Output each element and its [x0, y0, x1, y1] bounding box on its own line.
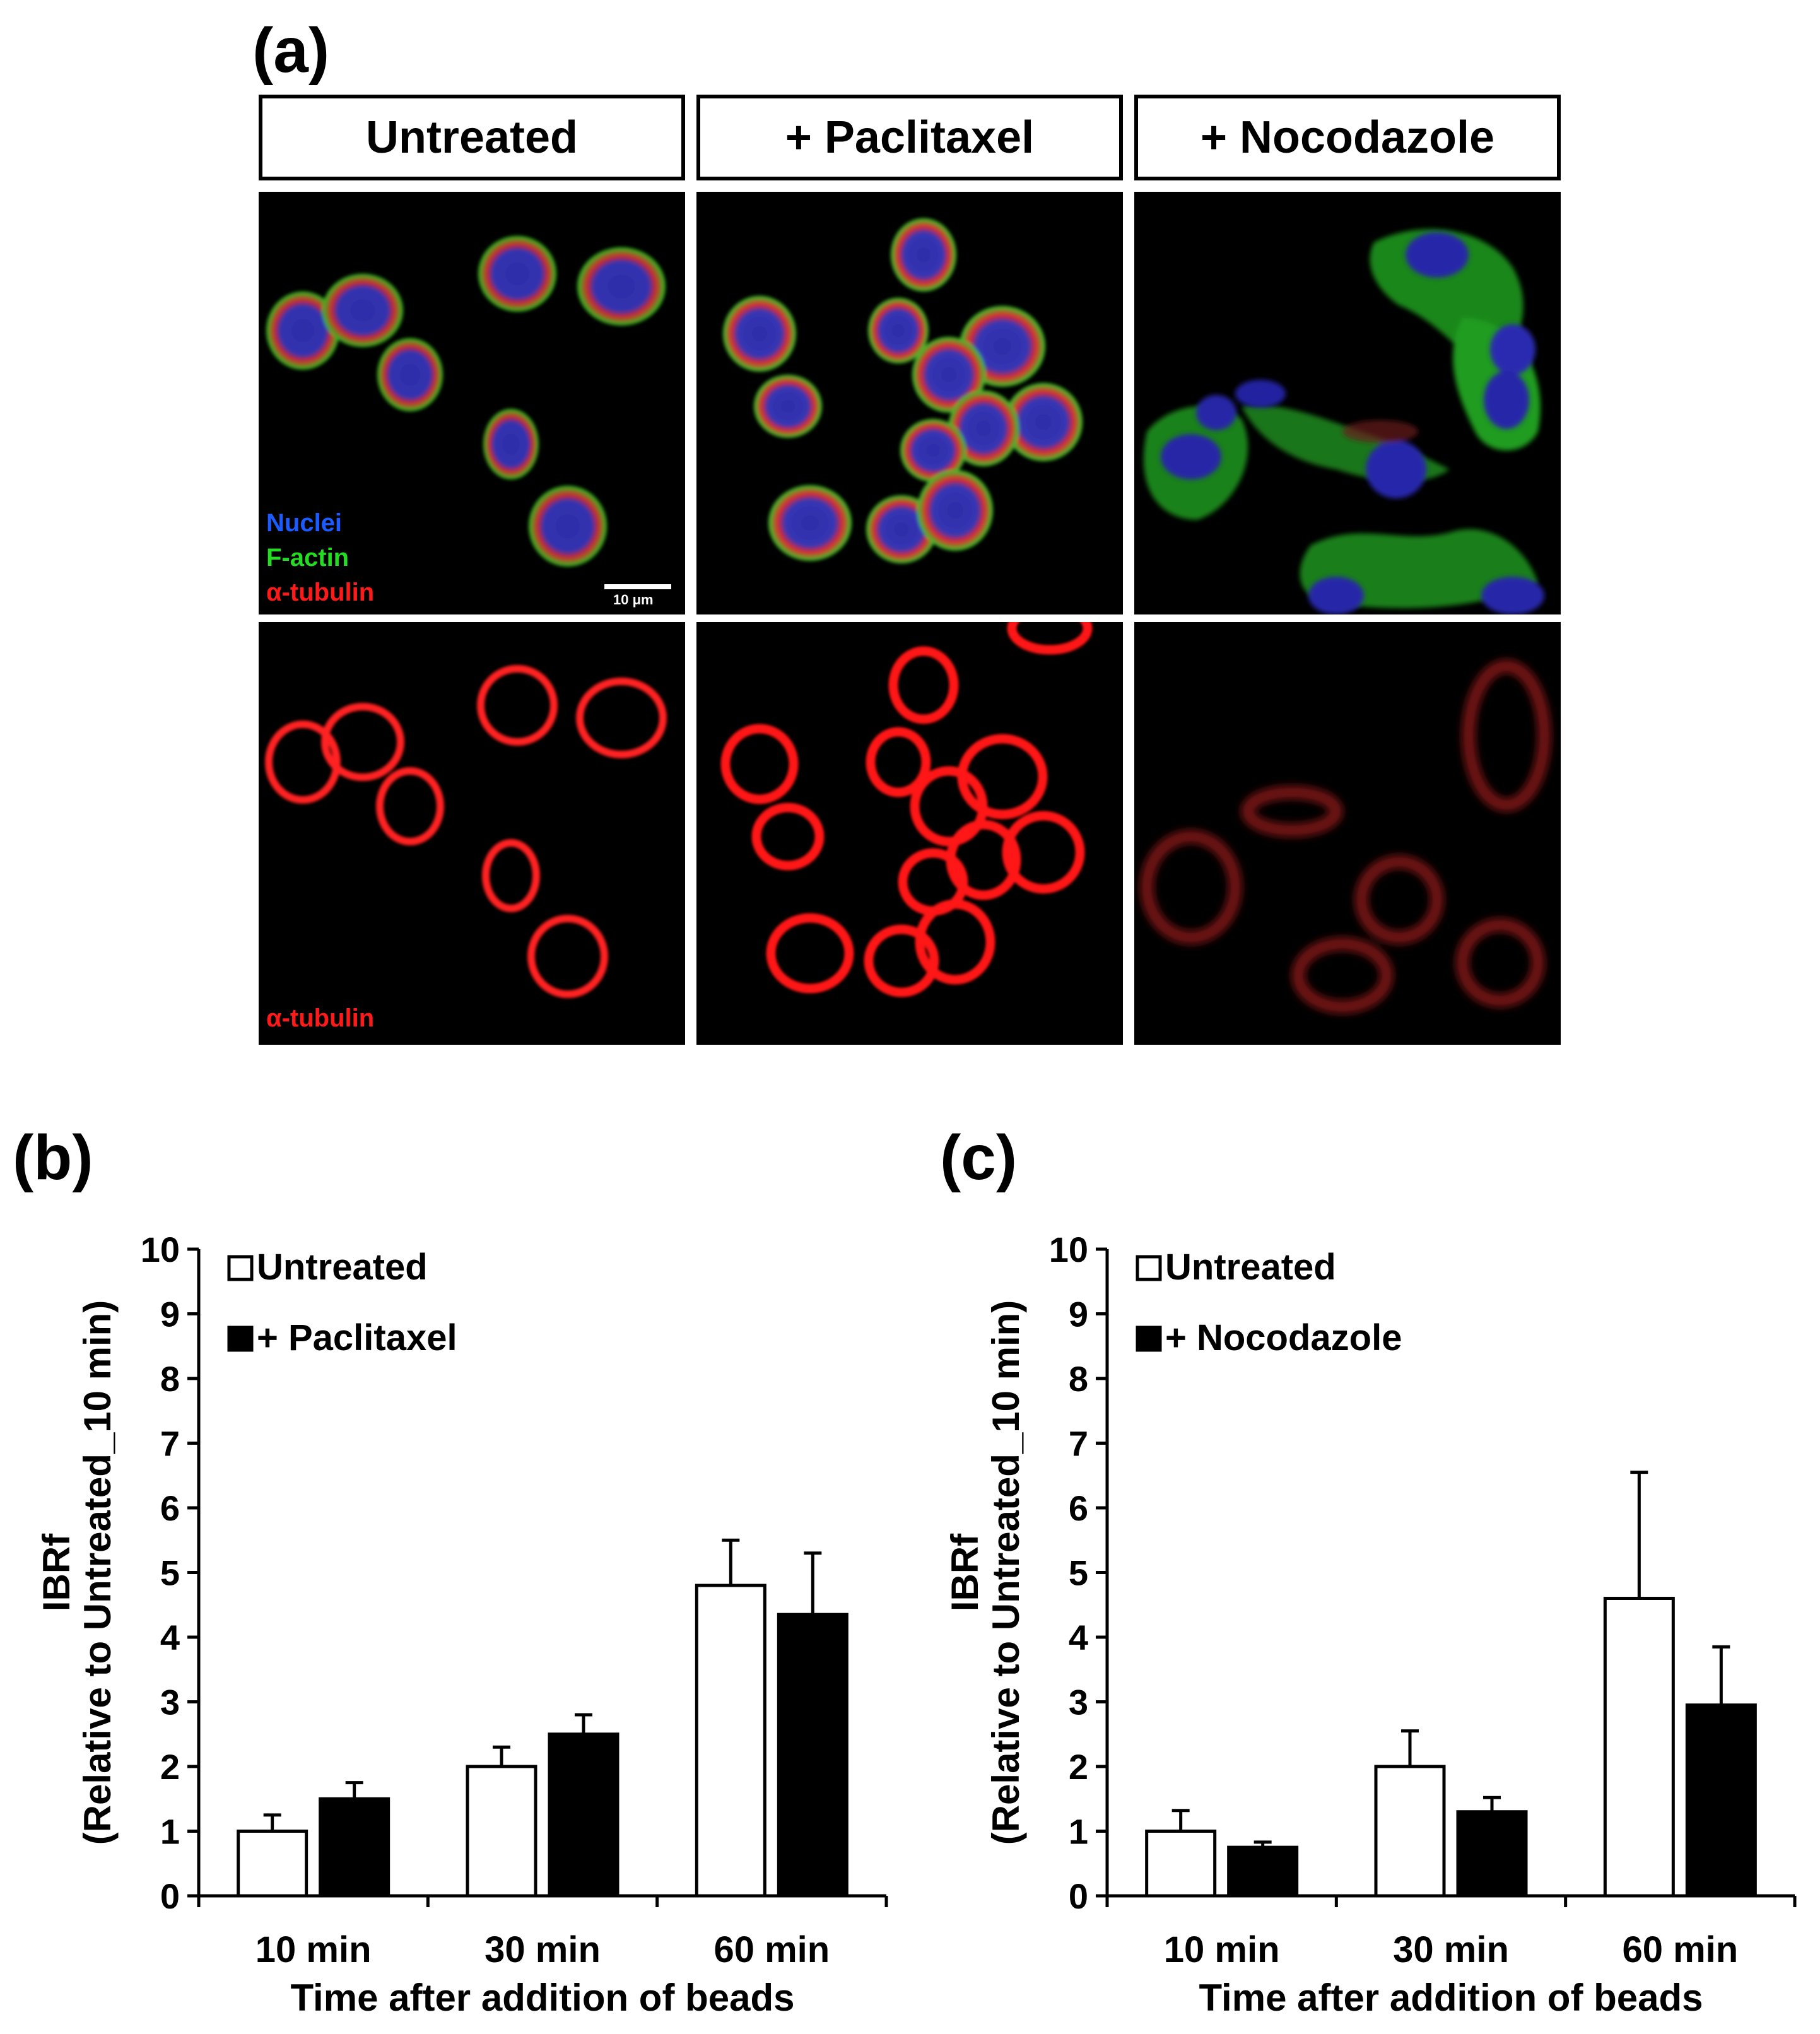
tubulin-image-nocodazole: [1134, 622, 1561, 1045]
bar-treated: [1456, 1810, 1528, 1898]
legend-swatch-untreated: [1136, 1255, 1162, 1281]
bar-untreated: [695, 1584, 766, 1898]
x-category-label: 60 min: [1622, 1929, 1738, 1970]
y-tick-label: 1: [1069, 1812, 1088, 1852]
y-tick-label: 2: [1069, 1747, 1088, 1787]
y-tick-label: 0: [1069, 1876, 1088, 1916]
y-axis-title: IBRf: [944, 1533, 986, 1611]
x-axis-title: Time after addition of beads: [290, 1977, 794, 2019]
legend-label-treated: + Nocodazole: [1165, 1317, 1402, 1358]
x-axis-title: Time after addition of beads: [1199, 1977, 1703, 2019]
tubulin-channel-label: α-tubulin: [266, 1004, 375, 1032]
panel-a-letter: (a): [252, 15, 330, 86]
x-category-label: 30 min: [484, 1929, 601, 1970]
panel-c-letter: (c): [940, 1122, 1018, 1193]
y-tick-label: 9: [160, 1295, 180, 1334]
y-tick-label: 0: [160, 1876, 180, 1916]
legend-swatch-treated: [1136, 1326, 1162, 1352]
y-tick-label: 5: [1069, 1553, 1088, 1593]
legend-label-untreated: Untreated: [1165, 1247, 1336, 1288]
x-category-label: 60 min: [713, 1929, 830, 1970]
merged-image-untreated: Nuclei F-actin α-tubulin 10 μm: [259, 192, 685, 614]
legend-nuclei: Nuclei: [266, 509, 343, 537]
y-tick-label: 1: [160, 1812, 180, 1852]
bar-chart-c: 0 1 2 3 4 5 6 7 8 9 10 10 min 30 min 60 min Time after…: [944, 1230, 1797, 2019]
x-category-label: 30 min: [1393, 1929, 1509, 1970]
bar-treated: [319, 1797, 390, 1898]
bar-untreated: [1145, 1830, 1217, 1898]
y-tick-label: 10: [1049, 1230, 1088, 1269]
y-tick-label: 10: [141, 1230, 180, 1269]
y-tick-label: 7: [1069, 1424, 1088, 1464]
y-tick-label: 4: [160, 1618, 180, 1657]
bar-untreated: [1603, 1597, 1675, 1898]
y-tick-label: 8: [1069, 1359, 1088, 1399]
x-category-label: 10 min: [1164, 1929, 1280, 1970]
scale-bar-label: 10 μm: [613, 592, 654, 608]
condition-header-untreated: Untreated: [259, 95, 685, 180]
merged-image-paclitaxel: [696, 192, 1123, 614]
condition-header-nocodazole: + Nocodazole: [1134, 95, 1561, 180]
legend-swatch-untreated: [227, 1255, 254, 1281]
scale-bar: [604, 584, 671, 589]
y-tick-label: 5: [160, 1553, 180, 1593]
panel-b-letter: (b): [13, 1122, 93, 1193]
merged-image-nocodazole: [1134, 192, 1561, 614]
tubulin-image-untreated: α-tubulin: [259, 622, 685, 1045]
legend-label-untreated: Untreated: [257, 1247, 428, 1288]
legend-label-treated: + Paclitaxel: [257, 1317, 457, 1358]
y-tick-label: 6: [160, 1488, 180, 1528]
legend-tubulin: α-tubulin: [266, 579, 375, 606]
bar-treated: [777, 1613, 848, 1898]
tubulin-image-paclitaxel: [696, 622, 1123, 1045]
condition-header-paclitaxel: + Paclitaxel: [696, 95, 1123, 180]
bar-untreated: [1374, 1765, 1446, 1898]
y-tick-label: 2: [160, 1747, 180, 1787]
y-tick-label: 3: [160, 1683, 180, 1722]
bar-treated: [1227, 1845, 1299, 1898]
y-tick-label: 9: [1069, 1295, 1088, 1334]
y-tick-label: 4: [1069, 1618, 1088, 1657]
bar-treated: [1685, 1703, 1757, 1898]
legend-swatch-treated: [227, 1326, 254, 1352]
y-tick-label: 3: [1069, 1683, 1088, 1722]
y-tick-label: 6: [1069, 1488, 1088, 1528]
bar-chart-b: 0 1 2 3 4 5 6 7 8 9 10 10 min 30 min 60 min Time after…: [35, 1230, 888, 2019]
bar-untreated: [237, 1830, 308, 1898]
y-axis-title: IBRf: [35, 1533, 78, 1611]
y-tick-label: 8: [160, 1359, 180, 1399]
legend-factin: F-actin: [266, 544, 349, 572]
bar-untreated: [466, 1765, 537, 1898]
y-axis-subtitle: (Relative to Untreated_10 min): [985, 1300, 1027, 1845]
y-tick-label: 7: [160, 1424, 180, 1464]
x-category-label: 10 min: [255, 1929, 372, 1970]
y-axis-subtitle: (Relative to Untreated_10 min): [76, 1300, 119, 1845]
bar-treated: [548, 1732, 619, 1898]
